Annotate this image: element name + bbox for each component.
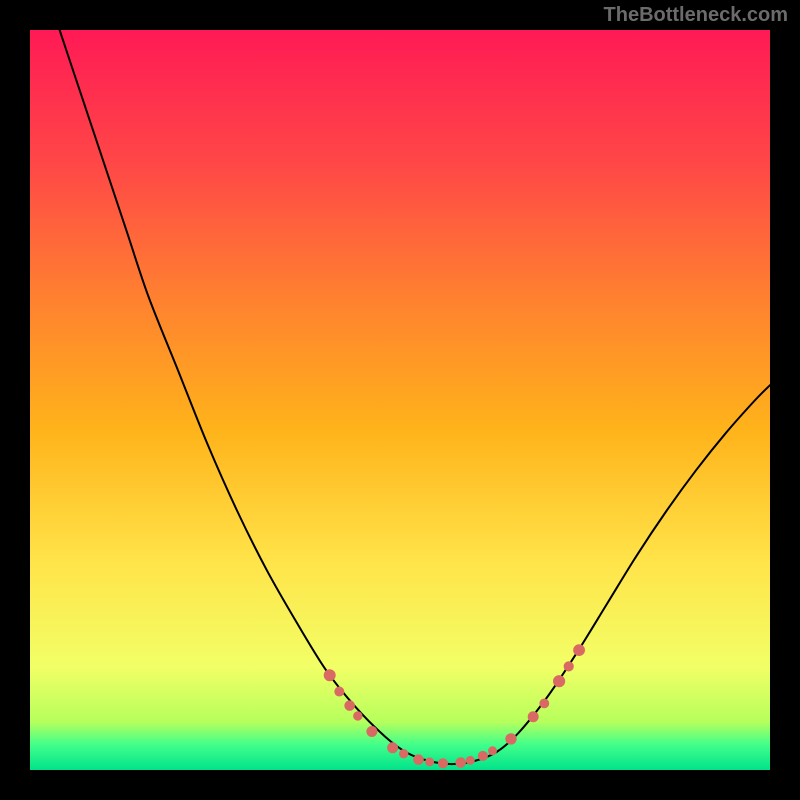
chart-stage: TheBottleneck.com <box>0 0 800 800</box>
curve-marker <box>489 747 497 755</box>
curve-marker <box>528 712 538 722</box>
curve-marker <box>324 670 335 681</box>
curve-marker <box>400 750 408 758</box>
curve-marker <box>354 712 362 720</box>
curve-marker <box>466 756 474 764</box>
curve-marker <box>540 699 549 708</box>
curve-marker <box>574 645 585 656</box>
curve-marker <box>345 701 355 711</box>
curve-marker <box>554 676 565 687</box>
curve-marker <box>414 755 424 765</box>
curve-marker <box>388 743 398 753</box>
curve-marker <box>367 727 377 737</box>
curve-marker <box>506 734 516 744</box>
curve-marker <box>478 751 487 760</box>
chart-plot-bg <box>30 30 770 770</box>
bottleneck-chart <box>0 0 800 800</box>
curve-marker <box>438 759 447 768</box>
curve-marker <box>426 758 434 766</box>
curve-marker <box>564 662 573 671</box>
curve-marker <box>456 758 466 768</box>
curve-marker <box>335 687 344 696</box>
